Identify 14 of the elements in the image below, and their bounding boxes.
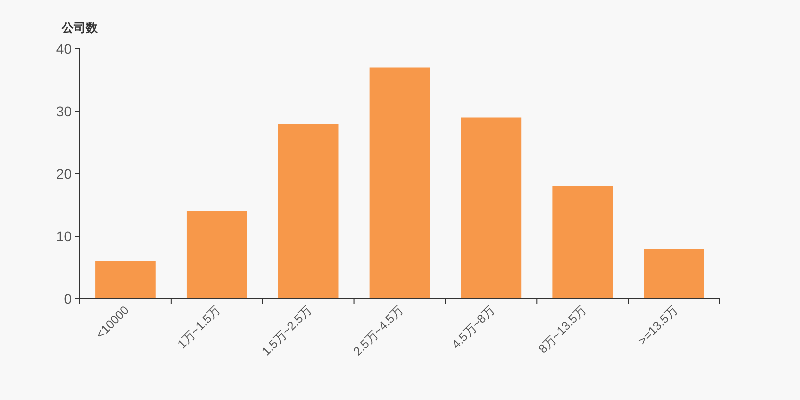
bar: [96, 262, 156, 299]
bar: [461, 118, 522, 299]
y-tick-label: 20: [56, 166, 72, 182]
y-tick-label: 0: [64, 290, 72, 307]
bar: [370, 68, 430, 299]
bar: [552, 186, 614, 299]
y-axis-title: 公司数: [61, 21, 99, 35]
bar: [644, 249, 704, 299]
y-tick-label: 40: [56, 40, 72, 57]
x-tick-label: 4.5万~8万: [449, 303, 498, 352]
bar: [186, 212, 248, 299]
y-tick-label: 30: [56, 103, 72, 120]
bar: [278, 124, 339, 299]
y-tick-label: 10: [56, 228, 72, 244]
